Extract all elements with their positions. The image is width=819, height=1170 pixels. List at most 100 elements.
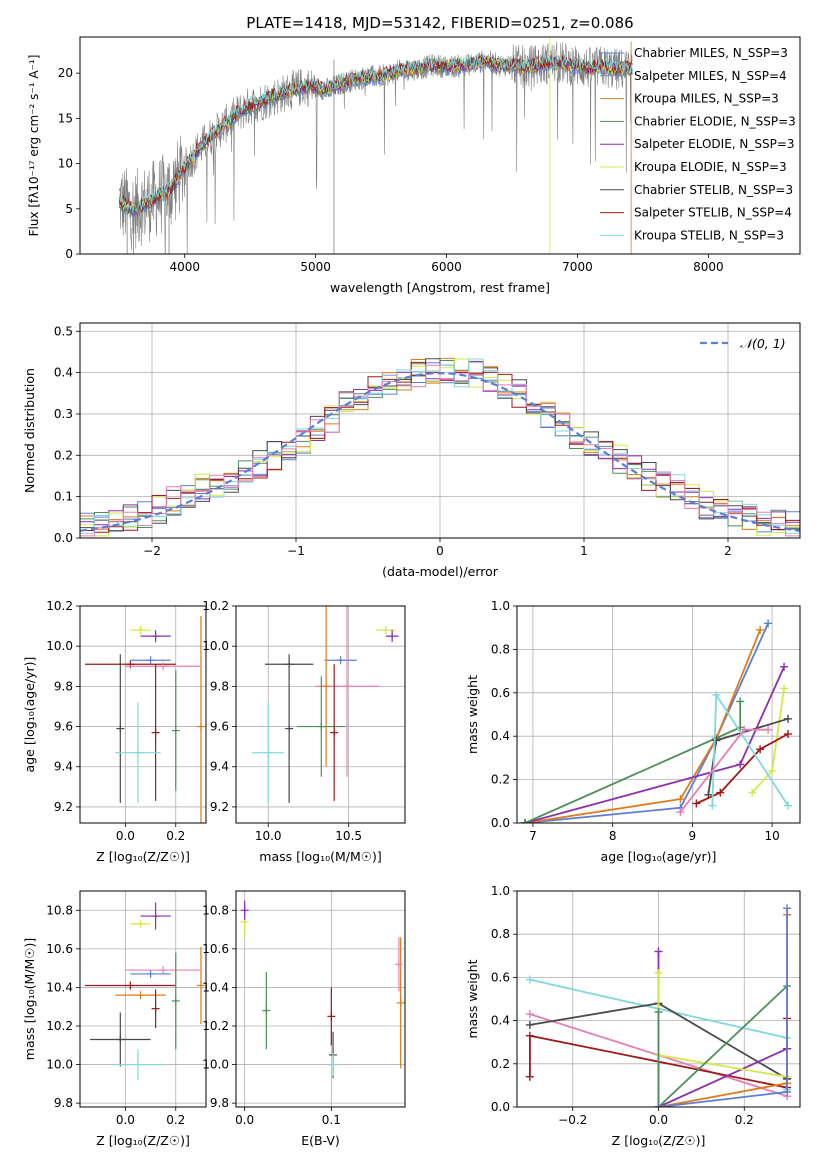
y-tick-label: 10.8 xyxy=(46,903,73,917)
errorbar-point xyxy=(85,660,176,669)
panel-4: 7 8 9 10 0.0 0.2 0.4 0.6 0.8 1.0 age [log₁₀(age/yr… xyxy=(465,599,801,864)
errorbar-point xyxy=(151,664,160,801)
x-tick-label: 8 xyxy=(609,829,617,843)
errorbar-point xyxy=(115,991,166,1000)
errorbar-point xyxy=(112,1049,164,1080)
y-tick-label: 5 xyxy=(65,202,73,216)
y-tick-label: 9.8 xyxy=(210,1096,229,1110)
plot-area xyxy=(240,900,405,1079)
y-tick-label: 0.1 xyxy=(54,490,73,504)
series-salpeter_elodie xyxy=(524,666,785,823)
errorbar-point xyxy=(130,919,151,928)
legend-label: Chabrier MILES, N_SSP=3 xyxy=(634,46,788,60)
x-tick-label: 0 xyxy=(436,544,444,558)
y-tick-label: 9.4 xyxy=(210,760,229,774)
y-tick-label: 0.6 xyxy=(491,686,510,700)
y-tick-label: 10 xyxy=(58,157,73,171)
legend-label: 𝒩(0, 1) xyxy=(740,336,786,351)
errorbar-point xyxy=(125,966,201,975)
y-tick-label: 1.0 xyxy=(491,884,510,898)
x-tick-label: 0.2 xyxy=(166,829,185,843)
x-tick-label: 0.0 xyxy=(116,1113,135,1127)
series-pink xyxy=(679,728,769,813)
histogram-chabrier_stelib xyxy=(80,358,800,532)
y-tick-label: 0.0 xyxy=(491,1100,510,1114)
y-tick-label: 10.2 xyxy=(202,1019,229,1033)
y-tick-label: 0.0 xyxy=(491,816,510,830)
x-tick-label: 5000 xyxy=(300,260,331,274)
legend: Chabrier MILES, N_SSP=3 Salpeter MILES, N… xyxy=(600,46,796,242)
errorbar-point xyxy=(130,656,171,665)
series-salpeter_stelib xyxy=(696,733,789,805)
plot-area xyxy=(80,357,800,537)
y-tick-label: 10.8 xyxy=(202,903,229,917)
y-tick-label: 9.8 xyxy=(54,679,73,693)
axes-frame xyxy=(235,605,406,824)
panel-2: 0.0 0.2 9.2 9.4 9.6 9.8 10.0 10.2 Z [log₁₀(Z/Z☉)… xyxy=(22,599,207,864)
errorbar-point xyxy=(196,946,205,1025)
y-tick-label: 10.0 xyxy=(46,639,73,653)
normal-curve xyxy=(80,371,800,532)
y-axis-label: Normed distribution xyxy=(22,368,37,493)
y-tick-label: 10.4 xyxy=(202,980,229,994)
y-tick-label: 10.0 xyxy=(202,1058,229,1072)
y-tick-label: 9.4 xyxy=(54,760,73,774)
panel-5: 0.0 0.2 9.8 10.0 10.2 10.4 10.6 10.8 Z [log₁₀(Z/… xyxy=(22,890,207,1148)
legend-label: Kroupa MILES, N_SSP=3 xyxy=(634,92,779,106)
x-tick-label: 6000 xyxy=(431,260,462,274)
errorbar-point xyxy=(240,900,249,920)
y-tick-label: 9.8 xyxy=(210,679,229,693)
x-tick-label: 8000 xyxy=(693,260,724,274)
legend-label: Chabrier STELIB, N_SSP=3 xyxy=(634,183,793,197)
legend-label: Salpeter STELIB, N_SSP=4 xyxy=(634,206,792,220)
series-chabrier_elodie xyxy=(524,701,742,823)
histogram-pink xyxy=(80,364,800,537)
x-tick-label: −1 xyxy=(287,544,305,558)
y-tick-label: 10.2 xyxy=(46,599,73,613)
plot-area xyxy=(118,37,633,254)
y-tick-label: 20 xyxy=(58,66,73,80)
errorbar-point xyxy=(171,952,180,1050)
y-tick-label: 15 xyxy=(58,111,73,125)
errorbar-point xyxy=(130,969,171,978)
y-tick-label: 0 xyxy=(65,247,73,261)
y-axis-label: mass weight xyxy=(465,675,480,754)
y-tick-label: 9.8 xyxy=(54,1096,73,1110)
y-tick-label: 9.6 xyxy=(210,720,229,734)
panel-6: 0.0 0.1 9.8 10.0 10.2 10.4 10.6 10.8 E(B-V) xyxy=(202,890,406,1148)
axes-frame xyxy=(516,605,801,824)
x-axis-label: E(B-V) xyxy=(301,1133,340,1148)
legend: 𝒩(0, 1) xyxy=(700,336,786,351)
errorbar-point xyxy=(171,670,180,791)
errorbar-point xyxy=(394,937,403,992)
x-tick-label: 4000 xyxy=(169,260,200,274)
errorbar-point xyxy=(116,654,125,803)
y-tick-label: 0.8 xyxy=(491,642,510,656)
errorbar-point xyxy=(262,972,271,1050)
y-tick-label: 0.4 xyxy=(491,729,510,743)
errorbar-point xyxy=(322,606,331,767)
x-tick-label: 9 xyxy=(689,829,697,843)
errorbar-point xyxy=(396,937,405,1069)
y-axis-label: age [log₁₀(age/yr)] xyxy=(22,657,37,773)
y-tick-label: 9.2 xyxy=(210,800,229,814)
x-tick-label: 10 xyxy=(764,829,779,843)
x-axis-label: wavelength [Angstrom, rest frame] xyxy=(330,280,550,295)
errorbar-point xyxy=(252,702,285,803)
y-axis-label: mass weight xyxy=(465,959,480,1038)
x-tick-label: 0.1 xyxy=(322,1113,341,1127)
x-tick-label: −0.2 xyxy=(558,1113,587,1127)
plot-area xyxy=(85,902,205,1080)
y-tick-label: 0.8 xyxy=(491,927,510,941)
y-tick-label: 10.2 xyxy=(202,599,229,613)
x-axis-label: mass [log₁₀(M/M☉)] xyxy=(259,849,381,864)
panel-0: 4000 5000 6000 7000 8000 0 5 10 15 20 wavelength [… xyxy=(27,14,801,295)
x-tick-label: 1 xyxy=(580,544,588,558)
y-tick-label: 0.5 xyxy=(54,324,73,338)
legend-label: Chabrier ELODIE, N_SSP=3 xyxy=(634,114,796,128)
chart-title: PLATE=1418, MJD=53142, FIBERID=0251, z=0… xyxy=(246,14,633,32)
plot-area xyxy=(85,616,205,823)
x-tick-label: 0.0 xyxy=(116,829,135,843)
errorbar-point xyxy=(140,630,171,643)
